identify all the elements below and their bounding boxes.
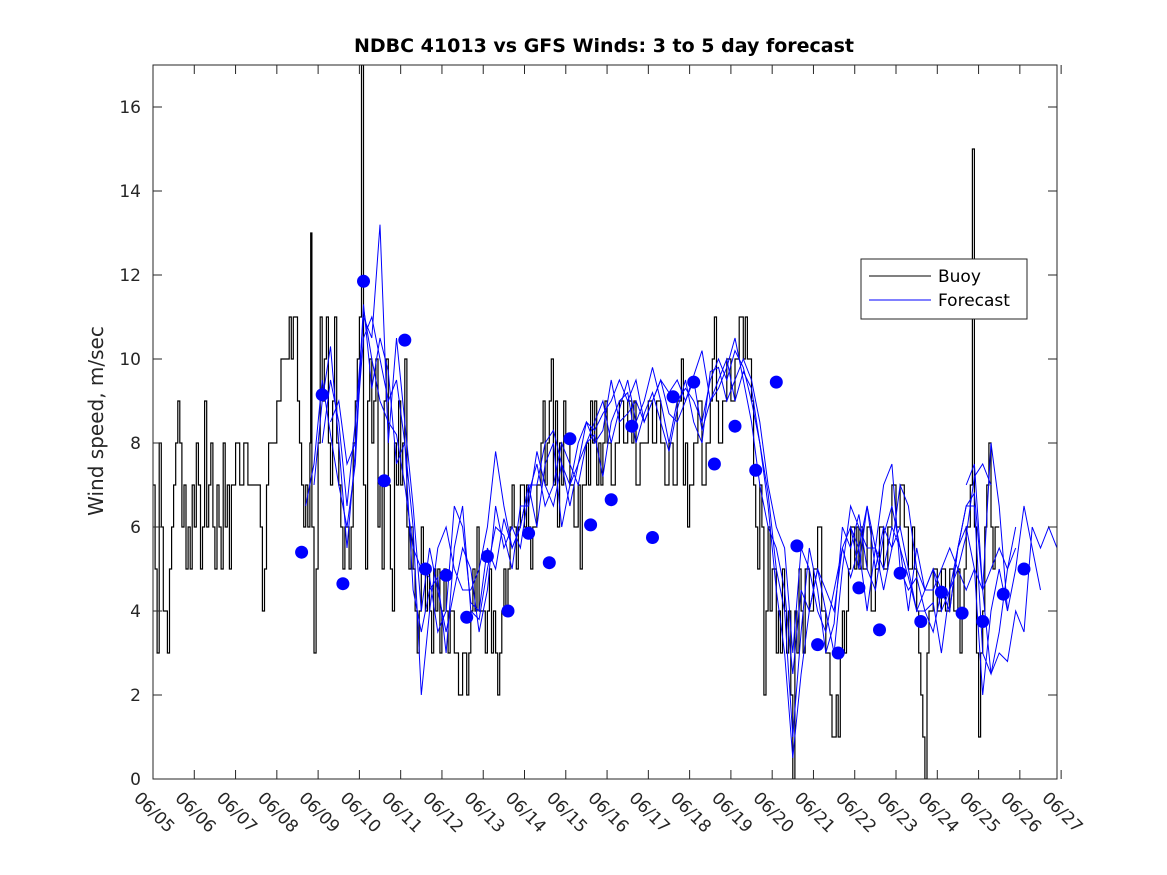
forecast-marker-point (666, 390, 680, 404)
forecast-marker-point (460, 610, 474, 624)
forecast-marker-point (790, 539, 804, 553)
y-tick-label: 0 (130, 770, 141, 790)
chart-title: NDBC 41013 vs GFS Winds: 3 to 5 day fore… (354, 35, 854, 57)
forecast-marker-point (707, 457, 721, 471)
forecast-marker-point (357, 274, 370, 288)
forecast-marker-point (893, 566, 907, 580)
forecast-marker-point (914, 615, 928, 628)
forecast-marker-point (604, 493, 618, 507)
forecast-marker-point (934, 585, 948, 599)
legend-box (860, 258, 1028, 320)
forecast-marker-point (542, 556, 556, 570)
forecast-marker-point (749, 463, 763, 477)
forecast-marker-point (728, 419, 742, 433)
y-tick-label: 6 (130, 518, 141, 538)
forecast-series-line-3 (321, 224, 1017, 759)
legend-forecast-label: Forecast (938, 291, 1010, 311)
forecast-marker-point (955, 606, 969, 620)
y-tick-label: 4 (130, 602, 141, 622)
y-tick-label: 12 (119, 266, 141, 286)
forecast-marker-point (873, 623, 886, 637)
buoy-series-line (153, 65, 1000, 779)
y-tick-label: 2 (130, 686, 141, 706)
forecast-marker-point (377, 474, 391, 488)
y-axis-label: Wind speed, m/sec (84, 326, 108, 516)
forecast-marker-point (687, 375, 701, 389)
forecast-marker-point (811, 638, 825, 652)
forecast-marker-point (625, 419, 639, 433)
forecast-marker-point (584, 518, 598, 532)
forecast-marker-point (852, 581, 866, 595)
legend: Buoy Forecast (860, 258, 1028, 320)
forecast-marker-point (315, 388, 329, 402)
forecast-series-line-5 (850, 442, 1041, 654)
legend-buoy-label: Buoy (938, 267, 981, 287)
forecast-marker-point (398, 333, 412, 347)
forecast-marker-point (418, 562, 432, 576)
forecast-marker-point (996, 587, 1010, 601)
forecast-marker-point (831, 646, 845, 660)
y-tick-label: 16 (119, 98, 141, 118)
forecast-marker-point (295, 545, 309, 559)
y-tick-label: 10 (119, 350, 141, 370)
forecast-marker-point (439, 568, 453, 582)
forecast-series-line-6 (965, 463, 1057, 675)
forecast-marker-point (646, 531, 659, 544)
forecast-marker-point (563, 432, 577, 446)
y-tick-label: 8 (130, 434, 141, 454)
axes-frame (152, 64, 1058, 780)
y-tick-label: 14 (119, 182, 141, 202)
forecast-series-line-4 (330, 315, 1017, 696)
forecast-marker-point (336, 577, 350, 591)
forecast-marker-point (522, 526, 536, 540)
forecast-marker-point (1017, 562, 1031, 576)
forecast-marker-point (480, 549, 494, 563)
forecast-marker-point (769, 375, 783, 389)
forecast-marker-point (501, 604, 515, 618)
forecast-marker-point (976, 615, 990, 628)
